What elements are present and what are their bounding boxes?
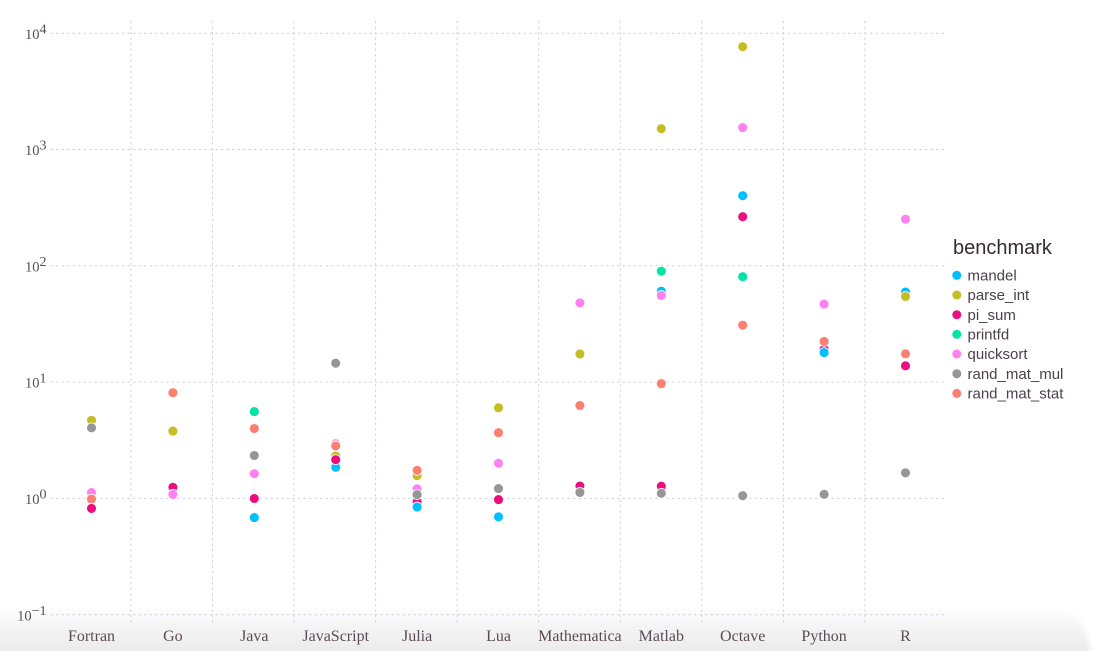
svg-text:R: R xyxy=(900,628,911,645)
svg-text:Go: Go xyxy=(163,628,183,645)
svg-text:quicksort: quicksort xyxy=(968,346,1029,363)
svg-text:Octave: Octave xyxy=(720,628,765,645)
svg-text:printfd: printfd xyxy=(968,327,1010,344)
svg-text:mandel: mandel xyxy=(968,268,1017,285)
svg-text:Python: Python xyxy=(801,628,846,645)
svg-text:Matlab: Matlab xyxy=(639,628,684,645)
svg-text:JavaScript: JavaScript xyxy=(302,628,369,645)
svg-text:Fortran: Fortran xyxy=(68,628,115,645)
svg-text:rand_mat_mul: rand_mat_mul xyxy=(968,366,1064,383)
svg-text:Mathematica: Mathematica xyxy=(538,628,622,645)
svg-text:benchmark: benchmark xyxy=(953,237,1053,259)
svg-text:parse_int: parse_int xyxy=(968,287,1031,304)
svg-text:rand_mat_stat: rand_mat_stat xyxy=(968,386,1065,403)
svg-text:pi_sum: pi_sum xyxy=(968,307,1016,324)
svg-text:Lua: Lua xyxy=(486,628,511,645)
svg-text:Julia: Julia xyxy=(402,628,432,645)
svg-text:Java: Java xyxy=(240,628,268,645)
